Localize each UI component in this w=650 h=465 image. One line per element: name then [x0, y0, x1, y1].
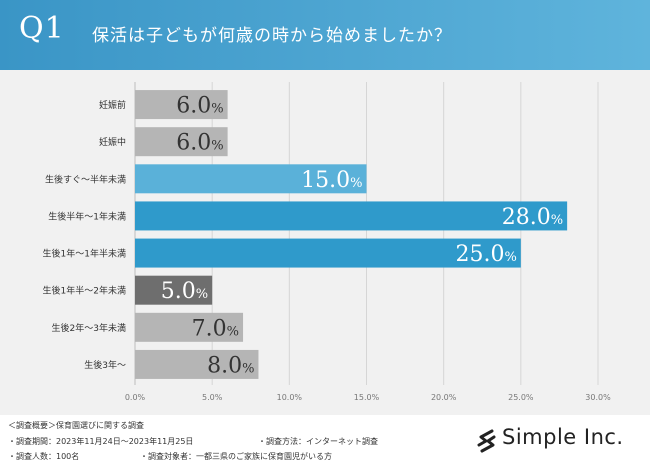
- survey-method: ・調査方法：インターネット調査: [258, 437, 378, 446]
- survey-count: ・調査人数：100名: [8, 452, 80, 461]
- value-label: 6.0%: [176, 94, 223, 119]
- category-label: 生後半年～1年未満: [48, 210, 126, 222]
- value-label: 7.0%: [192, 316, 239, 341]
- survey-period: ・調査期間：2023年11月24日～2023年11月25日: [8, 437, 194, 446]
- x-tick-label: 15.0%: [354, 393, 380, 402]
- x-tick-label: 5.0%: [202, 393, 223, 402]
- bar: [135, 238, 521, 268]
- x-tick-label: 25.0%: [508, 393, 534, 402]
- x-tick-label: 10.0%: [277, 393, 303, 402]
- value-label: 8.0%: [207, 353, 254, 378]
- bar: [135, 275, 213, 305]
- bar: [135, 127, 228, 157]
- bar: [135, 90, 228, 120]
- category-label: 生後すぐ～半年未満: [45, 173, 126, 185]
- value-label: 25.0%: [455, 242, 516, 267]
- bar: [135, 201, 568, 231]
- bar: [135, 164, 367, 194]
- value-label: 15.0%: [301, 168, 362, 193]
- category-label: 生後1年～1年半未満: [43, 248, 126, 260]
- simple-s-logo-icon: [477, 429, 496, 453]
- value-label: 5.0%: [161, 279, 208, 304]
- bar: [135, 312, 244, 342]
- x-tick-label: 30.0%: [585, 393, 611, 402]
- category-label: 妊娠前: [99, 99, 126, 111]
- category-label: 妊娠中: [99, 136, 126, 148]
- question-text: 保活は子どもが何歳の時から始めましたか？: [92, 26, 452, 46]
- company-logo-text: Simple Inc.: [502, 425, 624, 449]
- bar: [135, 349, 259, 379]
- bar-chart: 0.0% 5.0% 10.0% 15.0% 20.0% 25.0% 30.0% 妊娠前 6.0%…: [43, 82, 611, 402]
- x-tick-label: 20.0%: [431, 393, 457, 402]
- x-tick-label: 0.0%: [125, 393, 146, 402]
- category-label: 生後2年～3年未満: [52, 322, 126, 334]
- survey-target: ・調査対象者：一都三県のご家族に保育園児がいる方: [140, 452, 332, 461]
- category-label: 生後1年半～2年未満: [43, 285, 126, 297]
- question-number: Q1: [19, 11, 65, 46]
- value-label: 28.0%: [502, 205, 563, 230]
- survey-title: ＜調査概要＞保育園選びに関する調査: [8, 421, 144, 430]
- survey-footer: [0, 415, 650, 465]
- question-banner: Q1 保活は子どもが何歳の時から始めましたか？: [0, 0, 650, 70]
- category-label: 生後3年～: [84, 359, 126, 371]
- value-label: 6.0%: [176, 131, 223, 156]
